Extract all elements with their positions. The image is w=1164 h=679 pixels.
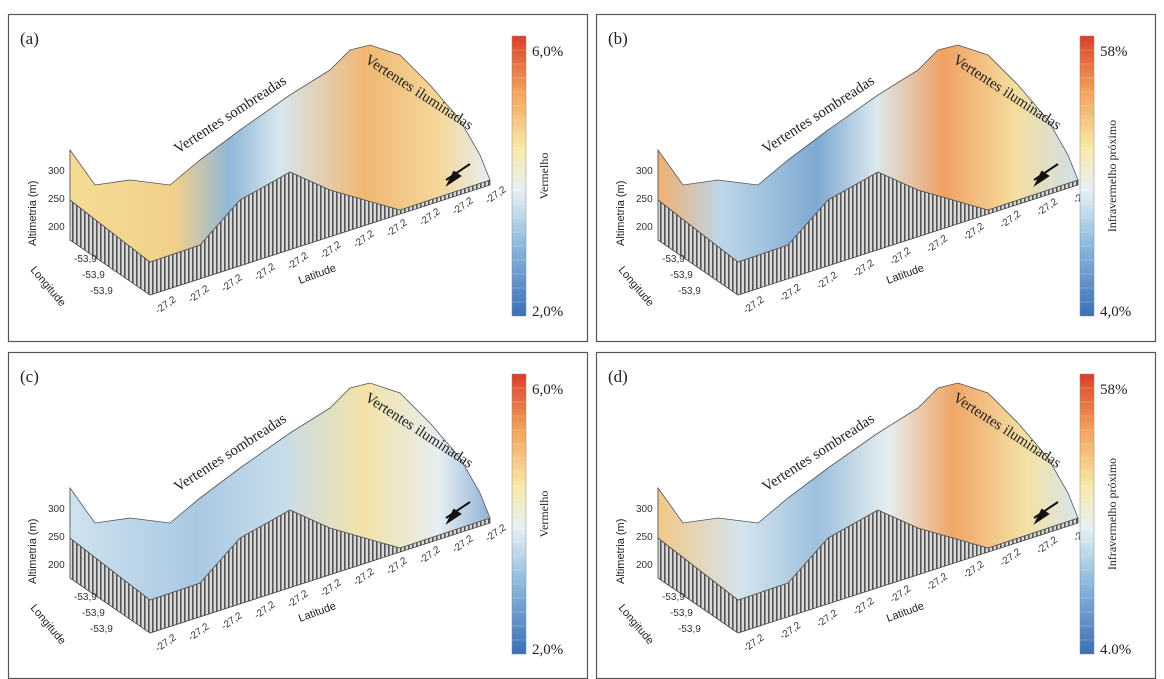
colorbar-max-label: 58% <box>1100 44 1128 60</box>
colorbar <box>1079 35 1095 317</box>
axis-title: Altimetria (m) <box>615 181 627 246</box>
longitude-tick-label: -53,9 <box>662 254 685 265</box>
panel-label: (b) <box>608 29 628 48</box>
colorbar-min-label: 2,0% <box>532 304 563 320</box>
longitude-tick-label: -53,9 <box>678 624 701 635</box>
north-arrow <box>1033 163 1059 187</box>
colorbar-title: Infravermelho próximo <box>1105 458 1119 570</box>
terrain-surface <box>69 382 491 601</box>
terrain-surface <box>657 44 1079 263</box>
z-tick-label: 250 <box>636 532 653 543</box>
longitude-tick-label: -53,9 <box>670 270 693 281</box>
axis-title: Altimetria (m) <box>27 519 39 584</box>
z-tick-label: 200 <box>48 222 65 233</box>
axis-title: Altimetria (m) <box>27 181 39 246</box>
colorbar-title: Vermelho <box>537 153 551 200</box>
longitude-tick-label: -53,9 <box>662 592 685 603</box>
panel-label: (d) <box>608 367 628 386</box>
z-tick-label: 300 <box>48 504 65 515</box>
z-tick-label: 300 <box>48 166 65 177</box>
panel-frame <box>595 13 1157 343</box>
longitude-tick-label: -53,9 <box>670 608 693 619</box>
longitude-tick-label: -53,9 <box>82 608 105 619</box>
colorbar <box>1079 373 1095 655</box>
colorbar-min-label: 2,0% <box>532 642 563 658</box>
panel-label: (c) <box>20 367 39 386</box>
panel-frame <box>7 13 589 343</box>
terrain-surface <box>69 44 491 263</box>
north-arrow <box>1033 501 1059 525</box>
z-tick-label: 250 <box>636 194 653 205</box>
axis-title: Altimetria (m) <box>615 519 627 584</box>
colorbar <box>511 373 527 655</box>
colorbar-min-label: 4,0% <box>1100 304 1131 320</box>
panel-label: (a) <box>20 29 39 48</box>
colorbar-max-label: 6,0% <box>532 44 563 60</box>
colorbar-title: Infravermelho próximo <box>1105 120 1119 232</box>
longitude-tick-label: -53,9 <box>90 286 113 297</box>
colorbar-max-label: 6,0% <box>532 382 563 398</box>
colorbar-min-label: 4.0% <box>1100 642 1131 658</box>
colorbar <box>511 35 527 317</box>
z-tick-label: 300 <box>636 166 653 177</box>
z-tick-label: 300 <box>636 504 653 515</box>
north-arrow <box>445 163 471 187</box>
z-tick-label: 250 <box>48 532 65 543</box>
z-tick-label: 200 <box>48 560 65 571</box>
longitude-tick-label: -53,9 <box>74 592 97 603</box>
north-arrow <box>445 501 471 525</box>
z-tick-label: 200 <box>636 560 653 571</box>
longitude-tick-label: -53,9 <box>82 270 105 281</box>
z-tick-label: 250 <box>48 194 65 205</box>
terrain-surface <box>657 382 1079 601</box>
colorbar-title: Vermelho <box>537 491 551 538</box>
z-tick-label: 200 <box>636 222 653 233</box>
longitude-tick-label: -53,9 <box>74 254 97 265</box>
longitude-tick-label: -53,9 <box>90 624 113 635</box>
longitude-tick-label: -53,9 <box>678 286 701 297</box>
colorbar-max-label: 58% <box>1100 382 1128 398</box>
